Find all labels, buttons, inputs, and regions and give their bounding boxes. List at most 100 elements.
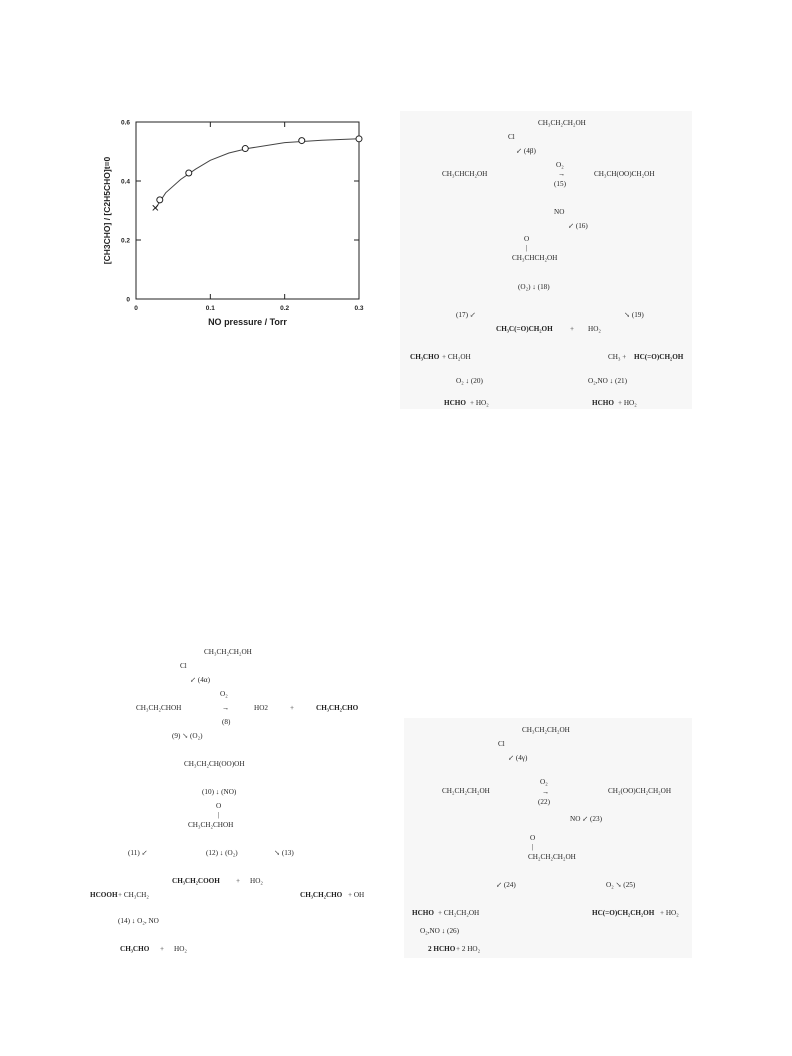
y-tick-label: 0.6 [121, 120, 130, 127]
peroxy-radical: CH₃CH(OO)CH₂OH [594, 170, 655, 178]
alkoxy-radical: CH₂CH₂CH₂OH [528, 853, 576, 861]
alkoxy-radical: CH₃CHCH₂OH [512, 254, 558, 262]
step-9: (9) ↘ (O₂) [172, 732, 203, 740]
plot-frame [135, 121, 360, 300]
ho2: HO2 [254, 704, 268, 712]
step-16: ↙ (16) [568, 222, 588, 230]
hydroxyethyl: + CH₂CH₂OH [438, 909, 480, 917]
formaldehyde-final: 2 HCHO [428, 945, 456, 953]
x-tick-label: 0.2 [280, 305, 289, 312]
step-11: (11) ↙ [128, 849, 148, 857]
radical: CH₃CH₂CHOH [136, 704, 182, 712]
ch2oh: + CH₂OH [442, 353, 471, 361]
plus: + [290, 704, 295, 712]
step-12: (12) ↓ (O₂) [206, 849, 238, 857]
start-molecule: CH₃CH₂CH₂OH [522, 726, 570, 734]
chart-panel: 0 0.1 0.2 0.3 0 0.2 0.4 0.6 NO pressure / Torr [C… [88, 112, 378, 337]
o2-label: O₂ [540, 778, 548, 786]
start-molecule: CH₃CH₂CH₂OH [204, 648, 252, 656]
acetaldehyde: CH₃CHO [410, 353, 440, 361]
o-label: O [216, 802, 222, 810]
x-tick-label: 0.1 [206, 305, 215, 312]
alkoxy-radical: CH₃CH₂CHOH [188, 821, 234, 829]
start-molecule: CH₃CH₂CH₂OH [538, 119, 586, 127]
y-axis-label: [CH3CHO] / [C2H5CHO]t=0 [102, 157, 112, 265]
step-24: ↙ (24) [496, 881, 516, 889]
no-label: NO [554, 208, 565, 216]
arrow: → [542, 788, 550, 796]
step-10: (10) ↓ (NO) [202, 788, 237, 796]
step-8: (8) [222, 718, 231, 726]
final-ho2: HO₂ [174, 945, 187, 953]
data-point-circle [185, 169, 193, 177]
ch3-plus: CH₃ + [608, 353, 627, 361]
step-26: O₂,NO ↓ (26) [420, 927, 460, 935]
step-18: (O₂) ↓ (18) [518, 283, 550, 291]
y-tick-label: 0 [126, 297, 130, 304]
x-axis-label: NO pressure / Torr [208, 317, 287, 327]
arrow: → [558, 170, 566, 178]
step-25: O₂ ↘ (25) [606, 881, 636, 889]
cl-label: Cl [498, 740, 505, 748]
data-point-cross [152, 204, 159, 211]
acetaldehyde: CH₃CHO [120, 945, 150, 953]
bond: | [218, 811, 220, 819]
step-4b: ↙ (4β) [516, 147, 536, 155]
y-tick-label: 0.4 [121, 179, 130, 186]
o-label: O [524, 235, 530, 243]
ho2-acid: HO₂ [250, 877, 263, 885]
formic-acid: HCOOH [90, 891, 118, 899]
step-4a: ↙ (4α) [190, 676, 210, 684]
radical: CH₃CHCH₂OH [442, 170, 488, 178]
step-14: (14) ↓ O₂, NO [118, 917, 159, 925]
radical: CH₂CH₂CH₂OH [442, 787, 490, 795]
peroxy-radical: CH₃CH₂CH(OO)OH [184, 760, 245, 768]
formaldehyde-left: HCHO [412, 909, 434, 917]
data-point-circle [241, 145, 249, 153]
propanal-right: CH₃CH₂CHO [300, 891, 343, 899]
scheme-4beta: CH₃CH₂CH₂OH Cl ↙ (4β) O₂ CH₃CHCH₂OH → CH… [400, 111, 692, 409]
y-tick-label: 0.2 [121, 238, 130, 245]
final-plus: + [160, 945, 165, 953]
propanoic-acid: CH₃CH₂COOH [172, 877, 220, 885]
ho2-right: + HO₂ [618, 399, 637, 407]
peroxy-radical: CH₂(OO)CH₂CH₂OH [608, 787, 672, 795]
x-tick-label: 0.3 [354, 305, 363, 312]
step-17: (17) ↙ [456, 311, 476, 319]
step-4g: ↙ (4γ) [508, 754, 528, 762]
data-point-circle [298, 137, 306, 145]
ho2: HO₂ [588, 325, 601, 333]
glycolaldehyde: HC(=O)CH₂OH [634, 353, 684, 361]
scheme-4alpha: CH₃CH₂CH₂OH Cl ↙ (4α) O₂ CH₃CH₂CHOH → HO… [84, 640, 384, 962]
step-19: ↘ (19) [624, 311, 644, 319]
o2-label: O₂ [220, 690, 228, 698]
data-point-circle [156, 196, 164, 204]
data-point-circle [355, 135, 363, 143]
scheme-4gamma: CH₃CH₂CH₂OH Cl ↙ (4γ) O₂ CH₂CH₂CH₂OH → C… [404, 718, 692, 958]
product-hydroxyacetone: CH₃C(=O)CH₂OH [496, 325, 553, 333]
ho2-final: + 2 HO₂ [456, 945, 481, 953]
step-20: O₂ ↓ (20) [456, 377, 483, 385]
oh-right: + OH [348, 891, 365, 899]
o2-label: O₂ [556, 161, 564, 169]
step-13: ↘ (13) [274, 849, 294, 857]
plus-acid: + [236, 877, 241, 885]
formaldehyde-right: HCHO [592, 399, 614, 407]
step-23: NO ↙ (23) [570, 815, 602, 823]
chart-svg: 0 0.1 0.2 0.3 0 0.2 0.4 0.6 NO pressure / Torr [C… [102, 120, 364, 328]
x-tick-label: 0 [134, 305, 138, 312]
plus: + [570, 325, 575, 333]
ethyl-radical: + CH₃CH₂ [118, 891, 149, 899]
step-22: (22) [538, 798, 550, 806]
propanal: CH₃CH₂CHO [316, 704, 359, 712]
formaldehyde-left: HCHO [444, 399, 466, 407]
ho2-right: + HO₂ [660, 909, 679, 917]
step-21: O₂,NO ↓ (21) [588, 377, 628, 385]
arrow: → [222, 704, 230, 712]
ho2-left: + HO₂ [470, 399, 489, 407]
bond: | [526, 244, 528, 252]
cl-label: Cl [180, 662, 187, 670]
hydroxypropanal: HC(=O)CH₂CH₂OH [592, 909, 655, 917]
step-15: (15) [554, 180, 566, 188]
cl-label: Cl [508, 133, 515, 141]
